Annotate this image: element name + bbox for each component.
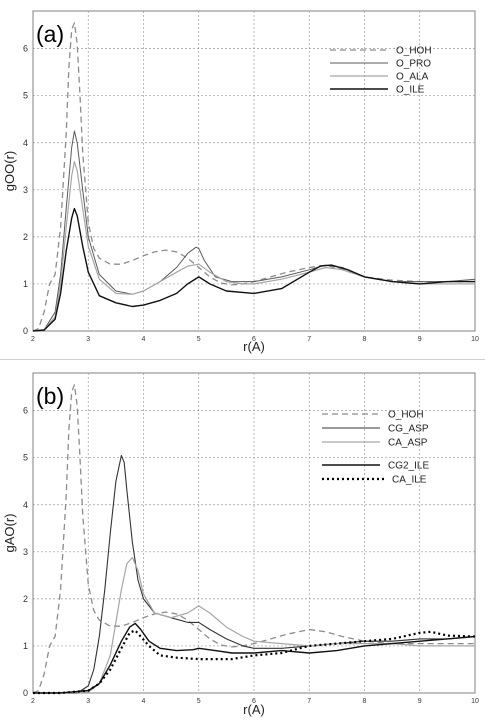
y-tick-label: 5 [23,453,28,463]
y-tick-label: 4 [23,500,28,510]
y-tick-label: 1 [23,641,28,651]
panel-label: (b) [36,383,64,409]
panel-label: (a) [36,21,64,47]
legend-label: O_PRO [396,59,431,70]
panel-divider [0,359,485,360]
x-tick-label: 6 [252,336,256,343]
series-lines [32,384,476,695]
legend: O_HOH O_PRO O_ALA O_ILE [330,46,432,96]
y-axis-label: gAO(r) [2,514,17,553]
x-tick-label: 4 [142,336,146,343]
legend-label: CG2_ILE [388,461,429,472]
x-tick-label: 2 [31,336,35,343]
tick-labels: 2 3 4 5 6 7 8 9 10 0 1 2 3 4 5 6 [23,406,479,705]
x-tick-label: 7 [307,336,311,343]
x-axis-label: r(A) [243,339,265,354]
legend-label: CA_ILE [392,475,427,486]
x-tick-label: 6 [252,698,256,705]
x-tick-label: 8 [363,336,367,343]
y-tick-label: 0 [23,688,28,698]
series-line-ca-asp [32,556,475,694]
x-tick-label: 3 [86,698,90,705]
legend: O_HOH CG_ASP CA_ASP CG2_ILE CA_ILE [322,410,429,486]
y-tick-label: 6 [23,44,28,54]
x-tick-label: 10 [471,698,479,705]
y-tick-label: 0 [23,326,28,336]
legend-label: CA_ASP [388,438,428,449]
y-tick-label: 4 [23,138,28,148]
series-line-cg2-ile [33,622,476,694]
x-tick-label: 8 [363,698,367,705]
legend-label: O_ALA [396,72,429,83]
y-tick-label: 1 [23,279,28,289]
grid [33,11,475,331]
y-tick-label: 3 [23,547,28,557]
x-tick-label: 5 [197,336,201,343]
y-tick-label: 3 [23,185,28,195]
legend-label: CG_ASP [388,424,429,435]
y-tick-label: 5 [23,91,28,101]
series-line-ca-ile [33,629,476,695]
series-lines [32,22,476,332]
x-tick-label: 10 [471,336,479,343]
x-tick-label: 9 [418,336,422,343]
y-tick-label: 2 [23,594,28,604]
x-tick-label: 4 [142,698,146,705]
grid [33,373,475,693]
legend-label: O_HOH [388,410,424,421]
y-axis-label: gOO(r) [2,151,17,191]
series-line-o-ala [32,161,475,332]
x-tick-label: 9 [418,698,422,705]
x-tick-label: 2 [31,698,35,705]
y-tick-label: 6 [23,406,28,416]
legend-label: O_HOH [396,46,432,57]
y-tick-label: 2 [23,232,28,242]
x-tick-label: 7 [307,698,311,705]
series-line-o-ile [32,207,475,332]
x-tick-label: 5 [197,698,201,705]
tick-labels: 2 3 4 5 6 7 8 9 10 0 1 2 3 4 5 6 [23,44,479,343]
panel-b: 2 3 4 5 6 7 8 9 10 0 1 2 3 4 5 6 (b) r(A) gAO(r) O_HOH C… [2,372,479,717]
legend-label: O_ILE [396,85,425,96]
x-axis-label: r(A) [243,702,265,717]
x-tick-label: 3 [86,336,90,343]
